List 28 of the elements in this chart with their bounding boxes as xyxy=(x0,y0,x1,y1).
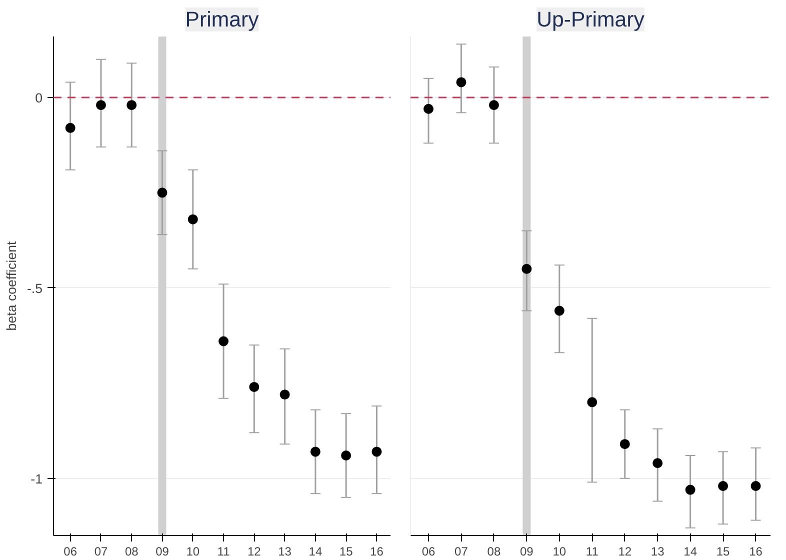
x-tick-label: 10 xyxy=(186,544,200,558)
x-tick-label: 13 xyxy=(278,544,292,558)
x-tick-label: 12 xyxy=(618,544,632,558)
x-tick-label: 15 xyxy=(339,544,354,558)
x-tick-label: 12 xyxy=(247,544,262,558)
x-tick-label: 10 xyxy=(552,544,566,558)
x-tick-label: 09 xyxy=(156,544,170,558)
x-tick-label: 16 xyxy=(370,544,384,558)
x-tick-label: 09 xyxy=(520,544,534,558)
x-tick-label: 11 xyxy=(217,544,230,558)
x-tick-label: 15 xyxy=(716,544,730,558)
x-tick-label: 07 xyxy=(454,544,468,558)
x-tick-label: 06 xyxy=(64,544,78,558)
x-tick-label: 08 xyxy=(487,544,501,558)
x-tick-label: 13 xyxy=(650,544,665,558)
x-tick-label: 14 xyxy=(684,544,698,558)
chart-title: Up-Primary xyxy=(536,8,645,32)
y-axis-title: beta coefficient xyxy=(4,240,19,331)
y-tick-label: 0 xyxy=(35,90,43,106)
y-tick-label: -.5 xyxy=(26,280,43,296)
y-tick-label: -1 xyxy=(30,471,43,486)
x-tick-label: 06 xyxy=(422,544,436,558)
x-tick-label: 16 xyxy=(749,544,763,558)
chart-title: Primary xyxy=(185,8,260,32)
x-tick-label: 08 xyxy=(124,544,139,558)
x-tick-label: 14 xyxy=(308,544,322,558)
x-tick-label: 11 xyxy=(586,544,599,558)
x-tick-label: 07 xyxy=(94,544,108,558)
